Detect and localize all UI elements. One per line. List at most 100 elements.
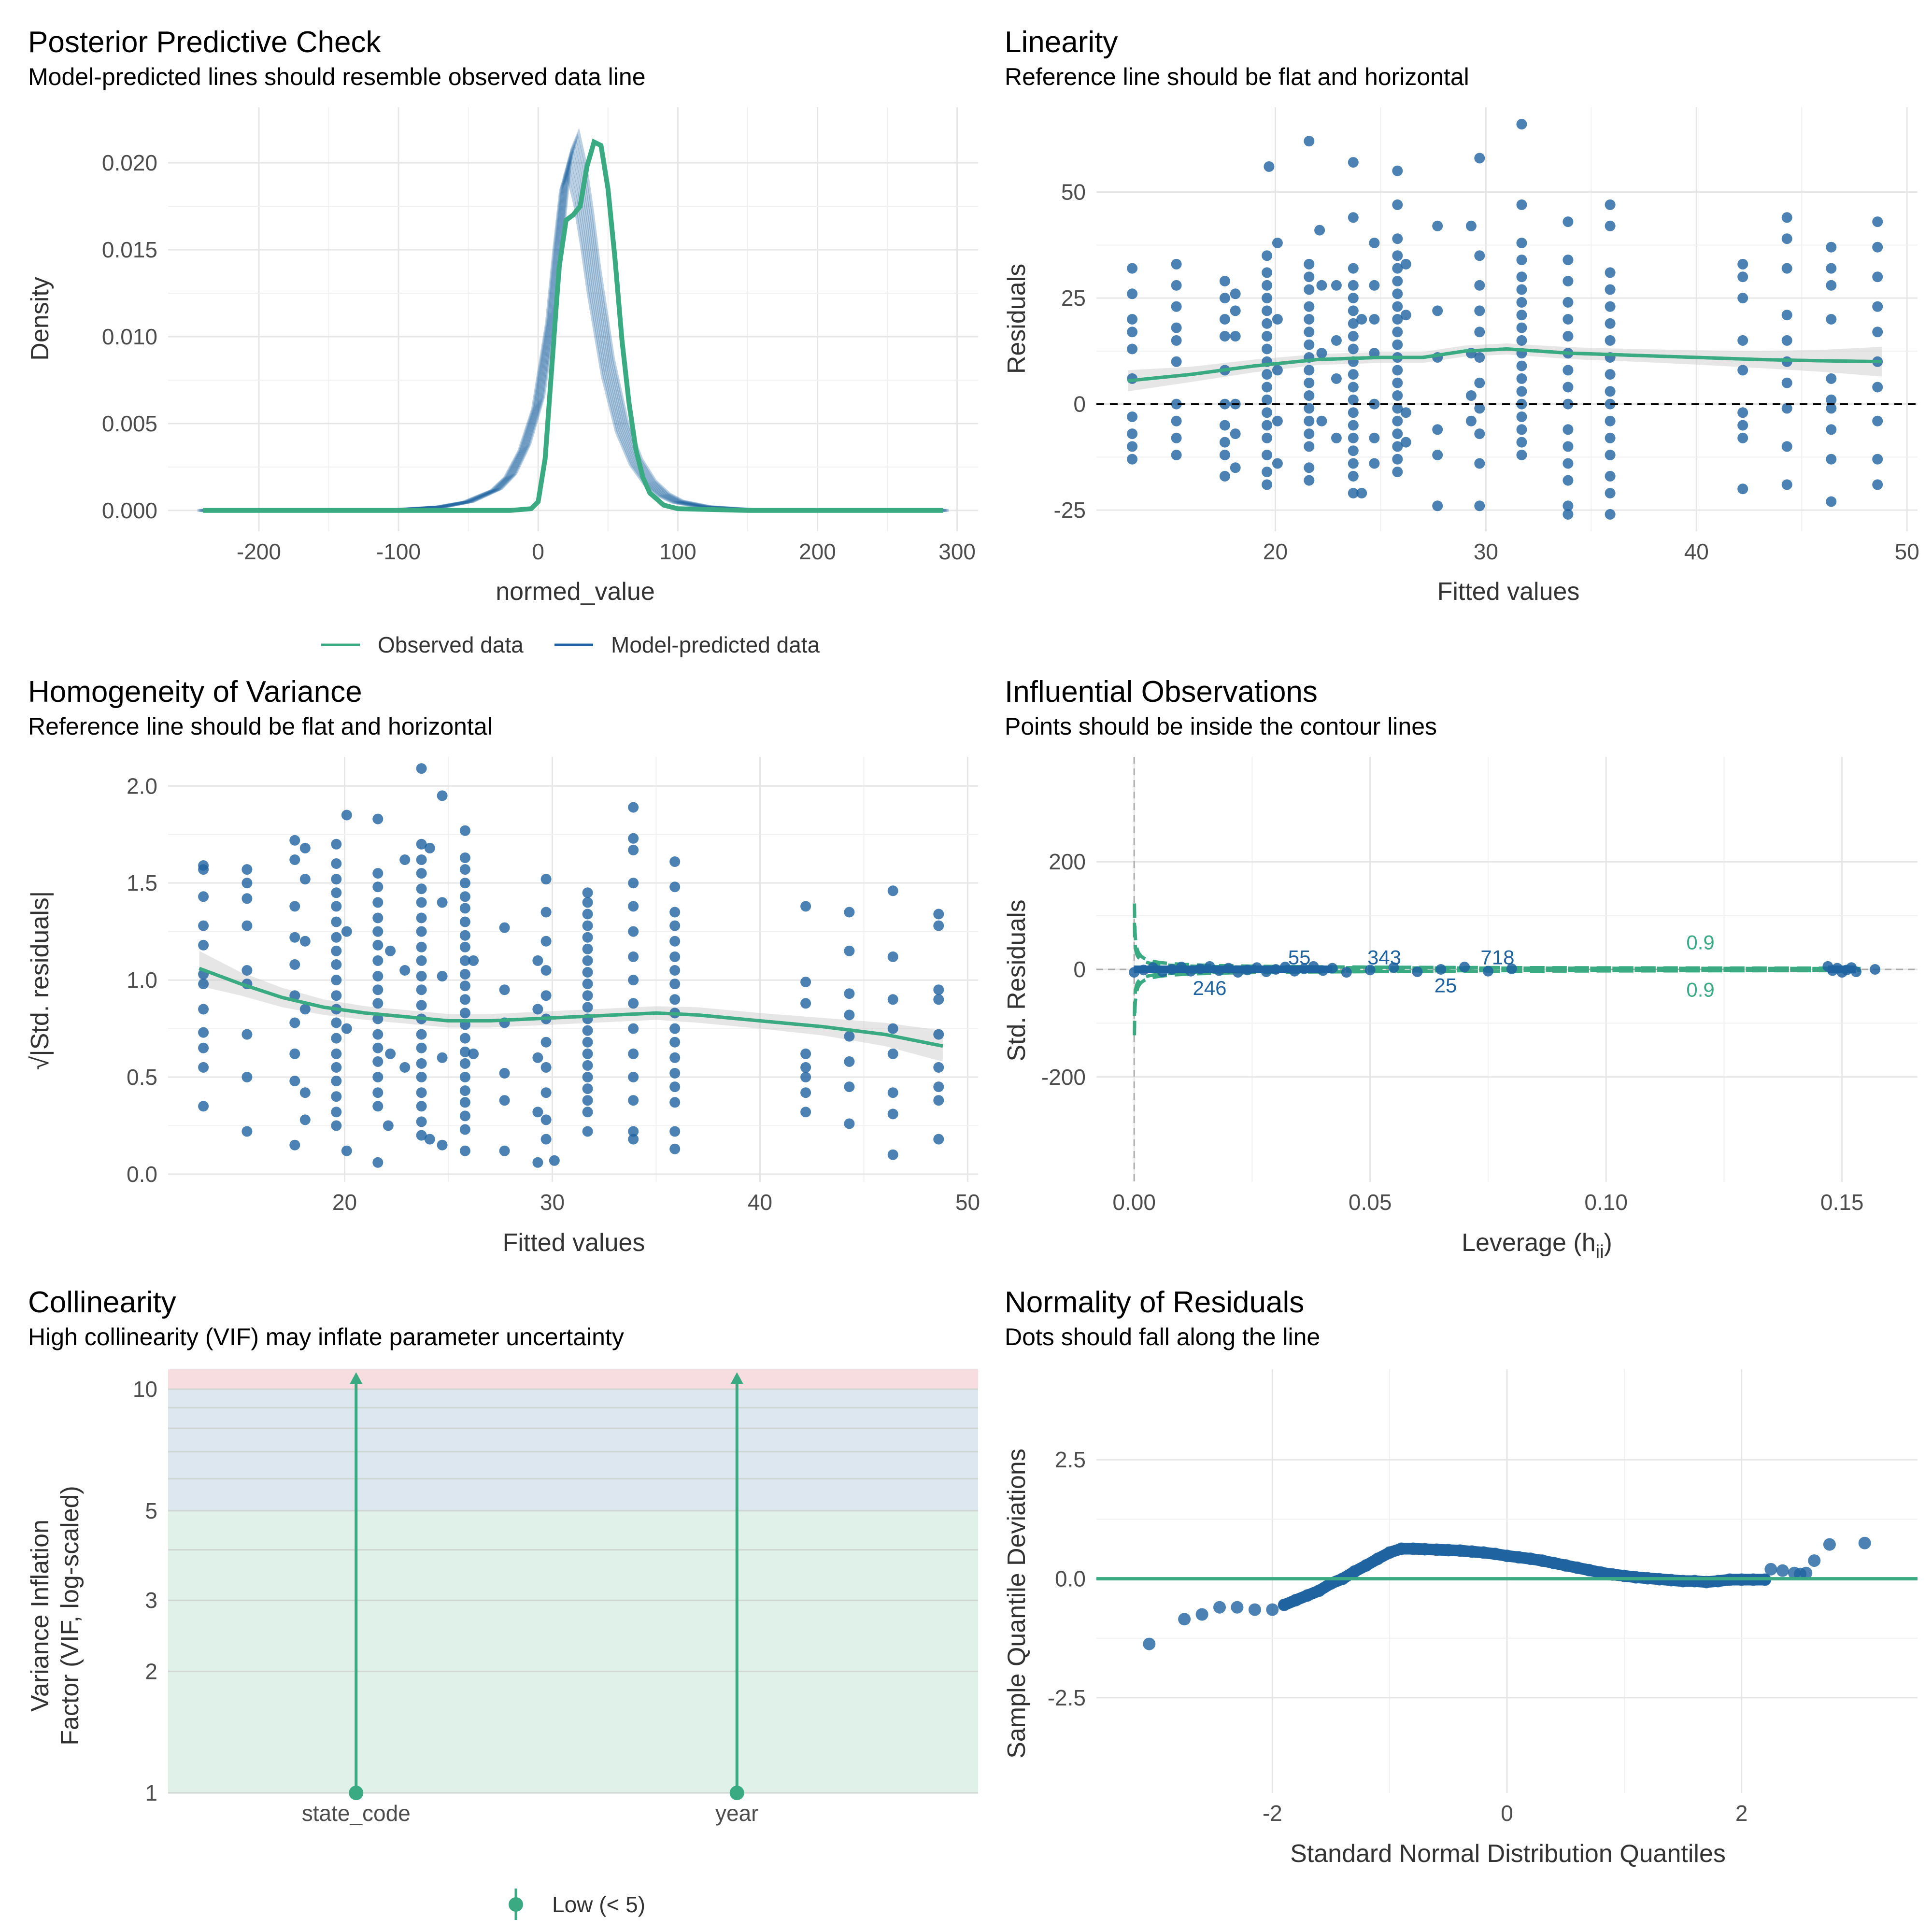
y-tick-label: 0 bbox=[1073, 392, 1086, 417]
data-point bbox=[1171, 415, 1182, 426]
predicted-line bbox=[200, 160, 940, 512]
data-point bbox=[1400, 310, 1411, 321]
ppc-title: Posterior Predictive Check bbox=[28, 26, 381, 59]
data-point bbox=[459, 1072, 470, 1082]
data-point bbox=[1392, 415, 1403, 426]
data-point bbox=[1524, 1552, 1537, 1565]
data-point bbox=[1262, 293, 1273, 304]
data-point bbox=[459, 852, 470, 863]
y-tick-label: 0.0 bbox=[1055, 1566, 1086, 1591]
data-point bbox=[669, 1097, 681, 1108]
y-tick-label: -2.5 bbox=[1048, 1685, 1086, 1710]
data-point bbox=[582, 955, 593, 966]
data-point bbox=[437, 1052, 448, 1063]
data-point bbox=[1800, 1566, 1813, 1579]
data-point bbox=[628, 844, 639, 855]
predicted-line bbox=[197, 171, 938, 512]
data-point bbox=[1348, 1565, 1361, 1578]
data-point bbox=[299, 842, 311, 853]
x-tick-label: 50 bbox=[1895, 539, 1919, 564]
data-point bbox=[1171, 450, 1182, 460]
data-point bbox=[933, 920, 944, 931]
data-point bbox=[1316, 348, 1327, 359]
data-point bbox=[299, 1114, 311, 1125]
data-point bbox=[1465, 220, 1477, 231]
data-point bbox=[1304, 339, 1315, 350]
data-point bbox=[1605, 398, 1616, 410]
data-point bbox=[1605, 369, 1616, 380]
point-label: 343 bbox=[1367, 946, 1401, 968]
data-point bbox=[1392, 441, 1403, 452]
data-point bbox=[372, 1013, 384, 1024]
linearity-subtitle: Reference line should be flat and horizo… bbox=[1005, 63, 1469, 90]
data-point bbox=[1737, 407, 1748, 418]
data-point bbox=[289, 854, 300, 865]
data-point bbox=[540, 1134, 552, 1145]
data-point bbox=[416, 971, 427, 982]
data-point bbox=[1400, 407, 1411, 418]
data-point bbox=[416, 1072, 427, 1082]
data-point bbox=[669, 1143, 681, 1154]
data-point bbox=[933, 984, 944, 995]
data-point bbox=[1383, 1546, 1396, 1559]
data-point bbox=[887, 1149, 898, 1160]
data-point bbox=[1127, 428, 1138, 440]
data-point bbox=[1348, 343, 1359, 355]
legend-predicted-label: Model-predicted data bbox=[611, 632, 820, 657]
data-point bbox=[299, 1004, 311, 1015]
data-point bbox=[299, 936, 311, 947]
data-point bbox=[1465, 1545, 1478, 1558]
data-point bbox=[1474, 500, 1485, 511]
data-point bbox=[628, 1134, 639, 1145]
data-point bbox=[669, 856, 681, 867]
data-point bbox=[1388, 962, 1399, 973]
data-point bbox=[1348, 157, 1359, 168]
data-point bbox=[1278, 1598, 1291, 1611]
data-point bbox=[1392, 377, 1403, 388]
data-point bbox=[416, 984, 427, 995]
data-point bbox=[459, 969, 470, 980]
data-point bbox=[887, 951, 898, 962]
data-point bbox=[289, 1017, 300, 1028]
y-tick-label: 2.0 bbox=[127, 773, 157, 798]
vif-zone-moderate bbox=[168, 1389, 978, 1511]
data-point bbox=[628, 802, 639, 813]
data-point bbox=[372, 939, 384, 951]
homogeneity-title: Homogeneity of Variance bbox=[28, 675, 362, 709]
data-point bbox=[540, 936, 552, 947]
data-point bbox=[1826, 496, 1837, 507]
data-point bbox=[1314, 225, 1325, 236]
data-point bbox=[416, 1101, 427, 1112]
data-point bbox=[331, 1017, 342, 1028]
data-point bbox=[1563, 441, 1574, 452]
data-point bbox=[1213, 1601, 1226, 1614]
data-point bbox=[341, 1023, 352, 1034]
data-point bbox=[1392, 365, 1403, 376]
data-point bbox=[844, 988, 855, 999]
data-point bbox=[1304, 462, 1315, 473]
data-point bbox=[459, 903, 470, 914]
y-tick-label: 0.000 bbox=[102, 498, 157, 523]
data-point bbox=[628, 1095, 639, 1106]
data-point bbox=[1219, 437, 1230, 448]
data-point bbox=[416, 955, 427, 966]
data-point bbox=[628, 1023, 639, 1034]
data-point bbox=[844, 1081, 855, 1093]
data-point bbox=[1823, 1538, 1836, 1551]
y-tick-label: 0.020 bbox=[102, 150, 157, 175]
influential-y-label: Std. Residuals bbox=[1003, 899, 1031, 1061]
data-point bbox=[1432, 424, 1443, 435]
data-point bbox=[582, 1095, 593, 1106]
data-point bbox=[1419, 1543, 1431, 1556]
data-point bbox=[1356, 314, 1367, 325]
data-point bbox=[1304, 377, 1315, 388]
data-point bbox=[669, 965, 681, 976]
data-point bbox=[933, 1081, 944, 1093]
data-point bbox=[1559, 1559, 1572, 1572]
data-point bbox=[844, 907, 855, 918]
data-point bbox=[198, 891, 209, 902]
data-point bbox=[1369, 314, 1380, 325]
data-point bbox=[1872, 479, 1883, 490]
data-point bbox=[1289, 1593, 1302, 1606]
point-label: 246 bbox=[1193, 977, 1226, 999]
